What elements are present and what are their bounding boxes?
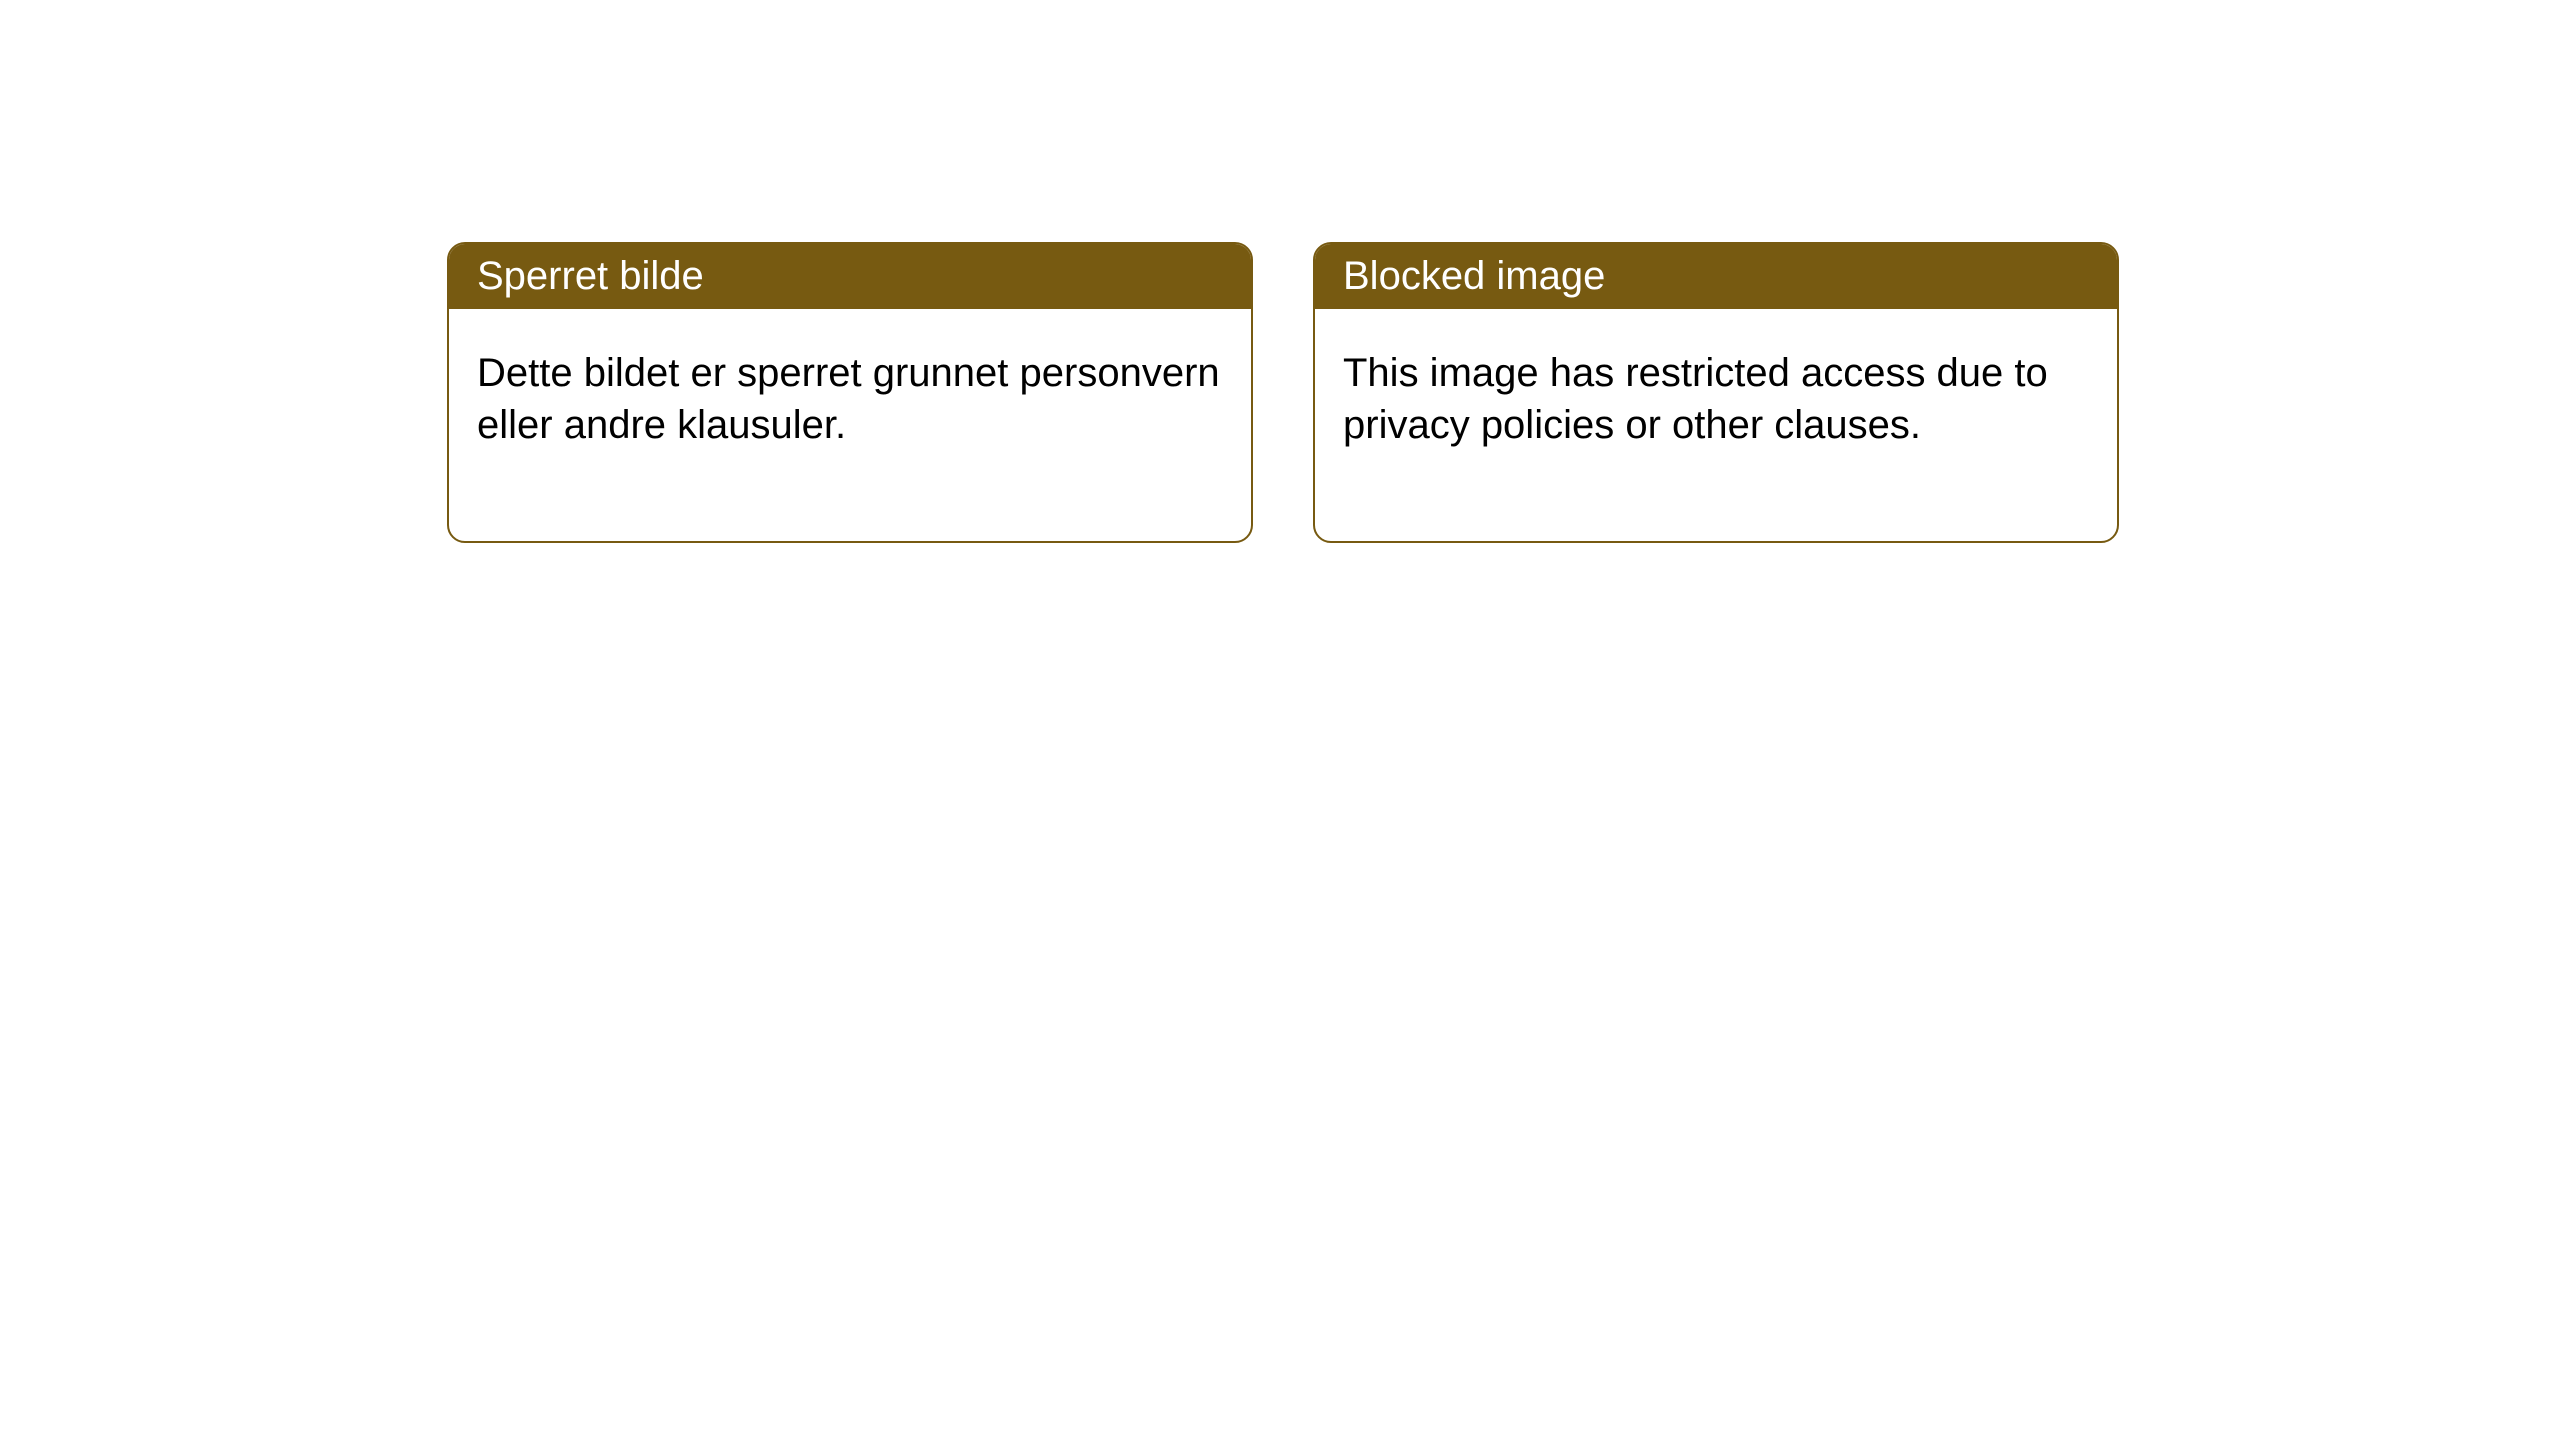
notice-container: Sperret bilde Dette bildet er sperret gr… bbox=[447, 242, 2119, 543]
notice-body: Dette bildet er sperret grunnet personve… bbox=[449, 309, 1251, 541]
notice-title: Sperret bilde bbox=[477, 254, 704, 298]
notice-header: Sperret bilde bbox=[449, 244, 1251, 309]
notice-card-norwegian: Sperret bilde Dette bildet er sperret gr… bbox=[447, 242, 1253, 543]
notice-header: Blocked image bbox=[1315, 244, 2117, 309]
notice-card-english: Blocked image This image has restricted … bbox=[1313, 242, 2119, 543]
notice-body: This image has restricted access due to … bbox=[1315, 309, 2117, 541]
notice-title: Blocked image bbox=[1343, 254, 1605, 298]
notice-body-text: Dette bildet er sperret grunnet personve… bbox=[477, 351, 1220, 447]
notice-body-text: This image has restricted access due to … bbox=[1343, 351, 2048, 447]
